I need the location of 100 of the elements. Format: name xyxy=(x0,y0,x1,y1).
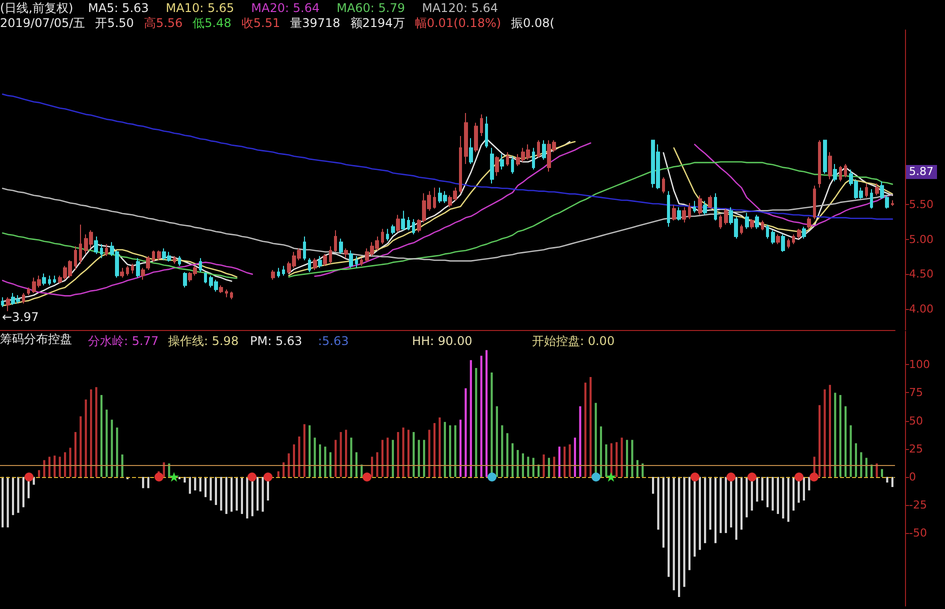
candlestick xyxy=(53,275,56,284)
annotation: :5.63 xyxy=(318,334,349,348)
bar xyxy=(438,417,441,477)
candlestick xyxy=(199,258,202,273)
bar xyxy=(501,425,504,477)
bar xyxy=(48,456,50,477)
bar xyxy=(371,456,374,477)
text: MA20: 5.64 xyxy=(251,1,320,15)
bar xyxy=(454,425,456,477)
candlestick xyxy=(355,256,358,268)
candlestick xyxy=(225,289,228,298)
annotation: PM: 5.63 xyxy=(250,334,302,348)
annotation: HH: 90.00 xyxy=(412,334,472,348)
candlestick xyxy=(500,154,504,170)
bar xyxy=(298,436,300,477)
bar xyxy=(772,476,774,511)
bar xyxy=(277,471,280,477)
annotation: 量39718 xyxy=(290,16,340,30)
bar xyxy=(204,476,207,498)
bar xyxy=(376,452,378,477)
bar xyxy=(616,442,618,477)
candlestick xyxy=(682,206,686,224)
candlestick xyxy=(792,234,795,245)
candlestick xyxy=(708,194,712,210)
bar xyxy=(714,476,717,544)
bar xyxy=(256,476,259,511)
bar xyxy=(340,432,342,477)
y-tick-label: 100 xyxy=(909,358,930,372)
candlestick xyxy=(823,140,827,174)
bar xyxy=(121,454,124,477)
bar xyxy=(38,470,40,477)
bar xyxy=(542,454,545,477)
candlestick xyxy=(329,246,332,264)
text: 5.87 xyxy=(906,165,936,179)
candlestick xyxy=(303,236,306,261)
candlestick xyxy=(688,202,691,220)
bar xyxy=(116,428,118,477)
candlestick xyxy=(719,214,722,230)
line-series xyxy=(2,94,894,220)
bar xyxy=(787,476,790,522)
candlestick xyxy=(271,270,275,280)
candlestick xyxy=(495,156,499,176)
candlestick xyxy=(781,234,785,252)
bar xyxy=(626,440,628,477)
annotation: 收5.51 xyxy=(241,16,280,30)
candlestick xyxy=(120,267,124,278)
bar xyxy=(709,476,712,530)
bar xyxy=(324,446,326,477)
bar xyxy=(668,476,670,577)
bar xyxy=(6,476,9,528)
bar xyxy=(288,453,290,477)
bar xyxy=(470,360,472,477)
bar xyxy=(512,443,514,477)
bar xyxy=(522,453,524,477)
bar xyxy=(84,399,87,477)
bar xyxy=(698,476,701,550)
bar xyxy=(397,432,400,477)
bar xyxy=(844,406,847,477)
bar xyxy=(329,452,332,477)
line-series xyxy=(2,188,894,262)
annotation: 开5.50 xyxy=(95,16,134,30)
bar xyxy=(818,405,821,477)
candlestick xyxy=(745,212,749,230)
candlestick xyxy=(146,256,150,270)
bar xyxy=(2,476,4,528)
bar xyxy=(449,425,452,477)
candlestick xyxy=(802,226,806,240)
candlestick xyxy=(152,250,155,262)
bar xyxy=(220,476,222,511)
candlestick xyxy=(813,185,816,220)
candlestick xyxy=(761,220,764,231)
bar xyxy=(564,446,566,477)
candlestick xyxy=(724,208,728,226)
candlestick xyxy=(22,292,25,304)
candlestick xyxy=(360,258,363,266)
annotation: ←3.97 xyxy=(2,310,39,324)
candlestick xyxy=(313,258,317,270)
candlestick xyxy=(506,152,509,167)
bar xyxy=(142,476,144,488)
annotation: 高5.56 xyxy=(144,16,183,30)
candlestick xyxy=(807,216,811,230)
bar xyxy=(828,384,831,477)
candlestick xyxy=(844,163,847,178)
bar xyxy=(110,420,113,477)
bar xyxy=(792,476,795,511)
candlestick xyxy=(667,190,670,228)
candlestick xyxy=(740,224,743,235)
candlestick xyxy=(839,166,842,182)
bar xyxy=(808,476,810,490)
candlestick xyxy=(511,156,514,174)
bar xyxy=(553,456,556,477)
candlestick xyxy=(105,244,108,257)
candlestick xyxy=(349,250,353,268)
candlestick xyxy=(381,228,384,245)
annotation: 振0.08( xyxy=(511,16,554,30)
bar xyxy=(672,476,675,590)
candlestick xyxy=(750,218,754,230)
bar xyxy=(386,438,389,477)
bar xyxy=(355,452,358,477)
candlestick xyxy=(677,206,681,221)
